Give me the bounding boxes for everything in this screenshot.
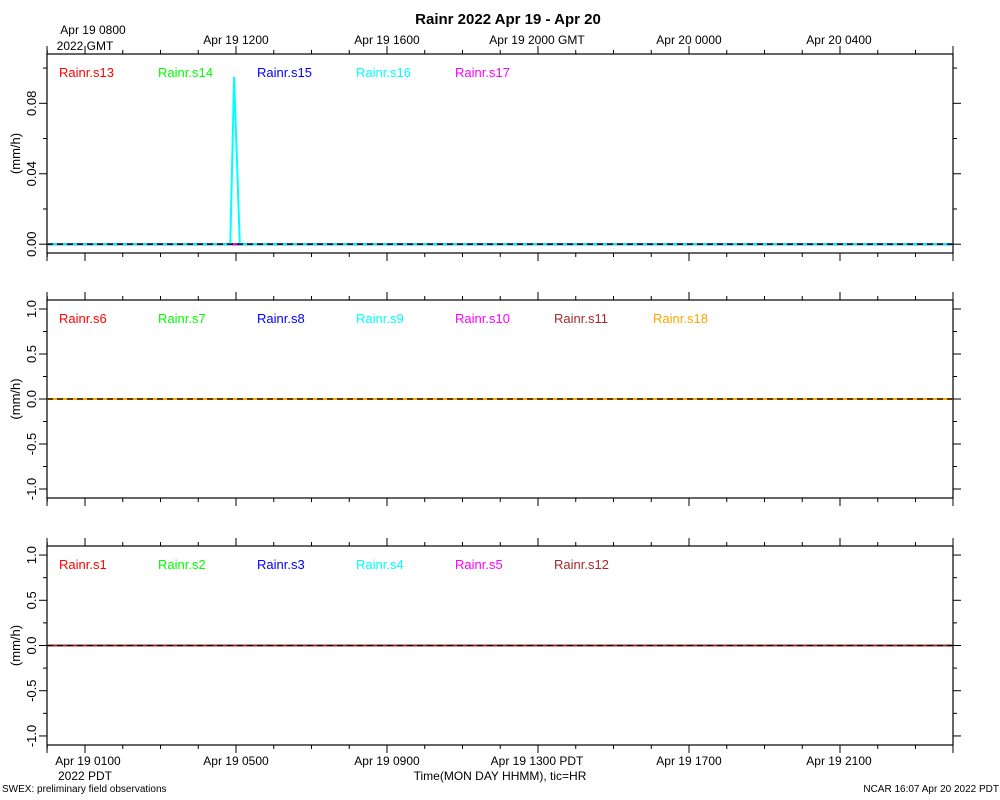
bottom-tick-label: Apr 19 2100	[806, 754, 872, 768]
top-tick-label: Apr 20 0000	[656, 33, 722, 47]
y-tick-label: 0.0	[24, 390, 39, 408]
y-tick-label: -0.5	[24, 433, 39, 455]
top-tick-label: Apr 20 0400	[806, 33, 872, 47]
y-tick-label: 1.0	[24, 546, 39, 564]
legend-label-Rainr.s6: Rainr.s6	[59, 311, 107, 326]
x-axis-label: Time(MON DAY HHMM), tic=HR	[414, 769, 587, 783]
legend-label-Rainr.s5: Rainr.s5	[455, 557, 503, 572]
bottom-axis-year-label: 2022 PDT	[58, 769, 113, 783]
y-tick-label: 0.00	[24, 232, 39, 257]
legend-label-Rainr.s2: Rainr.s2	[158, 557, 206, 572]
y-tick-label: -1.0	[24, 725, 39, 747]
legend-label-Rainr.s13: Rainr.s13	[59, 65, 114, 80]
bottom-tick-label: Apr 19 0900	[354, 754, 420, 768]
legend-label-Rainr.s15: Rainr.s15	[257, 65, 312, 80]
legend-label-Rainr.s4: Rainr.s4	[356, 557, 404, 572]
panel-2: 1.0 0.5 0.0 -0.5 -1.0 (mm/h) Rainr.s6 Rainr.s7 R…	[8, 292, 961, 506]
y-tick-label: 0.0	[24, 636, 39, 654]
y-axis-label: (mm/h)	[8, 625, 23, 666]
plot-frame	[46, 53, 954, 254]
legend-label-Rainr.s18: Rainr.s18	[653, 311, 708, 326]
legend-label-Rainr.s16: Rainr.s16	[356, 65, 411, 80]
bottom-tick-label: Apr 19 0500	[203, 754, 269, 768]
legend-label-Rainr.s9: Rainr.s9	[356, 311, 404, 326]
bottom-time-axis: Apr 19 0100 Apr 19 0500 Apr 19 0900 Apr 19 …	[55, 754, 872, 783]
top-tick-label: Apr 19 2000 GMT	[489, 33, 585, 47]
bottom-tick-label: Apr 19 1300 PDT	[491, 754, 584, 768]
panel-3: 1.0 0.5 0.0 -0.5 -1.0 (mm/h) Rainr.s1 Rainr.s2 R…	[8, 538, 961, 753]
legend-label-Rainr.s17: Rainr.s17	[455, 65, 510, 80]
panels: 0.00 0.04 0.08 (mm/h) Rainr.s13 Rainr.s14 Rain…	[8, 46, 961, 753]
legend-label-Rainr.s11: Rainr.s11	[554, 311, 608, 326]
footer-left-note: SWEX: preliminary field observations	[2, 784, 167, 795]
legend-label-Rainr.s8: Rainr.s8	[257, 311, 305, 326]
series-line-Rainr.s16	[47, 76, 953, 246]
y-tick-label: 0.5	[24, 345, 39, 363]
footer-right-note: NCAR 16:07 Apr 20 2022 PDT	[863, 784, 999, 795]
y-tick-label: 1.0	[24, 300, 39, 318]
legend-label-Rainr.s7: Rainr.s7	[158, 311, 206, 326]
legend-label-Rainr.s3: Rainr.s3	[257, 557, 305, 572]
y-tick-label: 0.5	[24, 591, 39, 609]
top-tick-label: Apr 19 1600	[354, 33, 420, 47]
y-axis-label: (mm/h)	[8, 378, 23, 419]
legend-label-Rainr.s10: Rainr.s10	[455, 311, 510, 326]
y-tick-label: 0.08	[24, 91, 39, 116]
y-axis-label: (mm/h)	[8, 133, 23, 174]
top-tick-label: Apr 19 1200	[203, 33, 269, 47]
bottom-tick-label: Apr 19 1700	[656, 754, 722, 768]
legend-label-Rainr.s1: Rainr.s1	[59, 557, 107, 572]
y-tick-label: 0.04	[24, 161, 39, 186]
legend-label-Rainr.s14: Rainr.s14	[158, 65, 213, 80]
y-tick-label: -1.0	[24, 478, 39, 500]
top-tick-label: Apr 19 0800	[60, 23, 126, 37]
chart-title: Rainr 2022 Apr 19 - Apr 20	[415, 11, 601, 28]
panel-1: 0.00 0.04 0.08 (mm/h) Rainr.s13 Rainr.s14 Rain…	[8, 46, 961, 261]
legend-label-Rainr.s12: Rainr.s12	[554, 557, 609, 572]
y-tick-label: -0.5	[24, 680, 39, 702]
bottom-tick-label: Apr 19 0100	[55, 754, 121, 768]
